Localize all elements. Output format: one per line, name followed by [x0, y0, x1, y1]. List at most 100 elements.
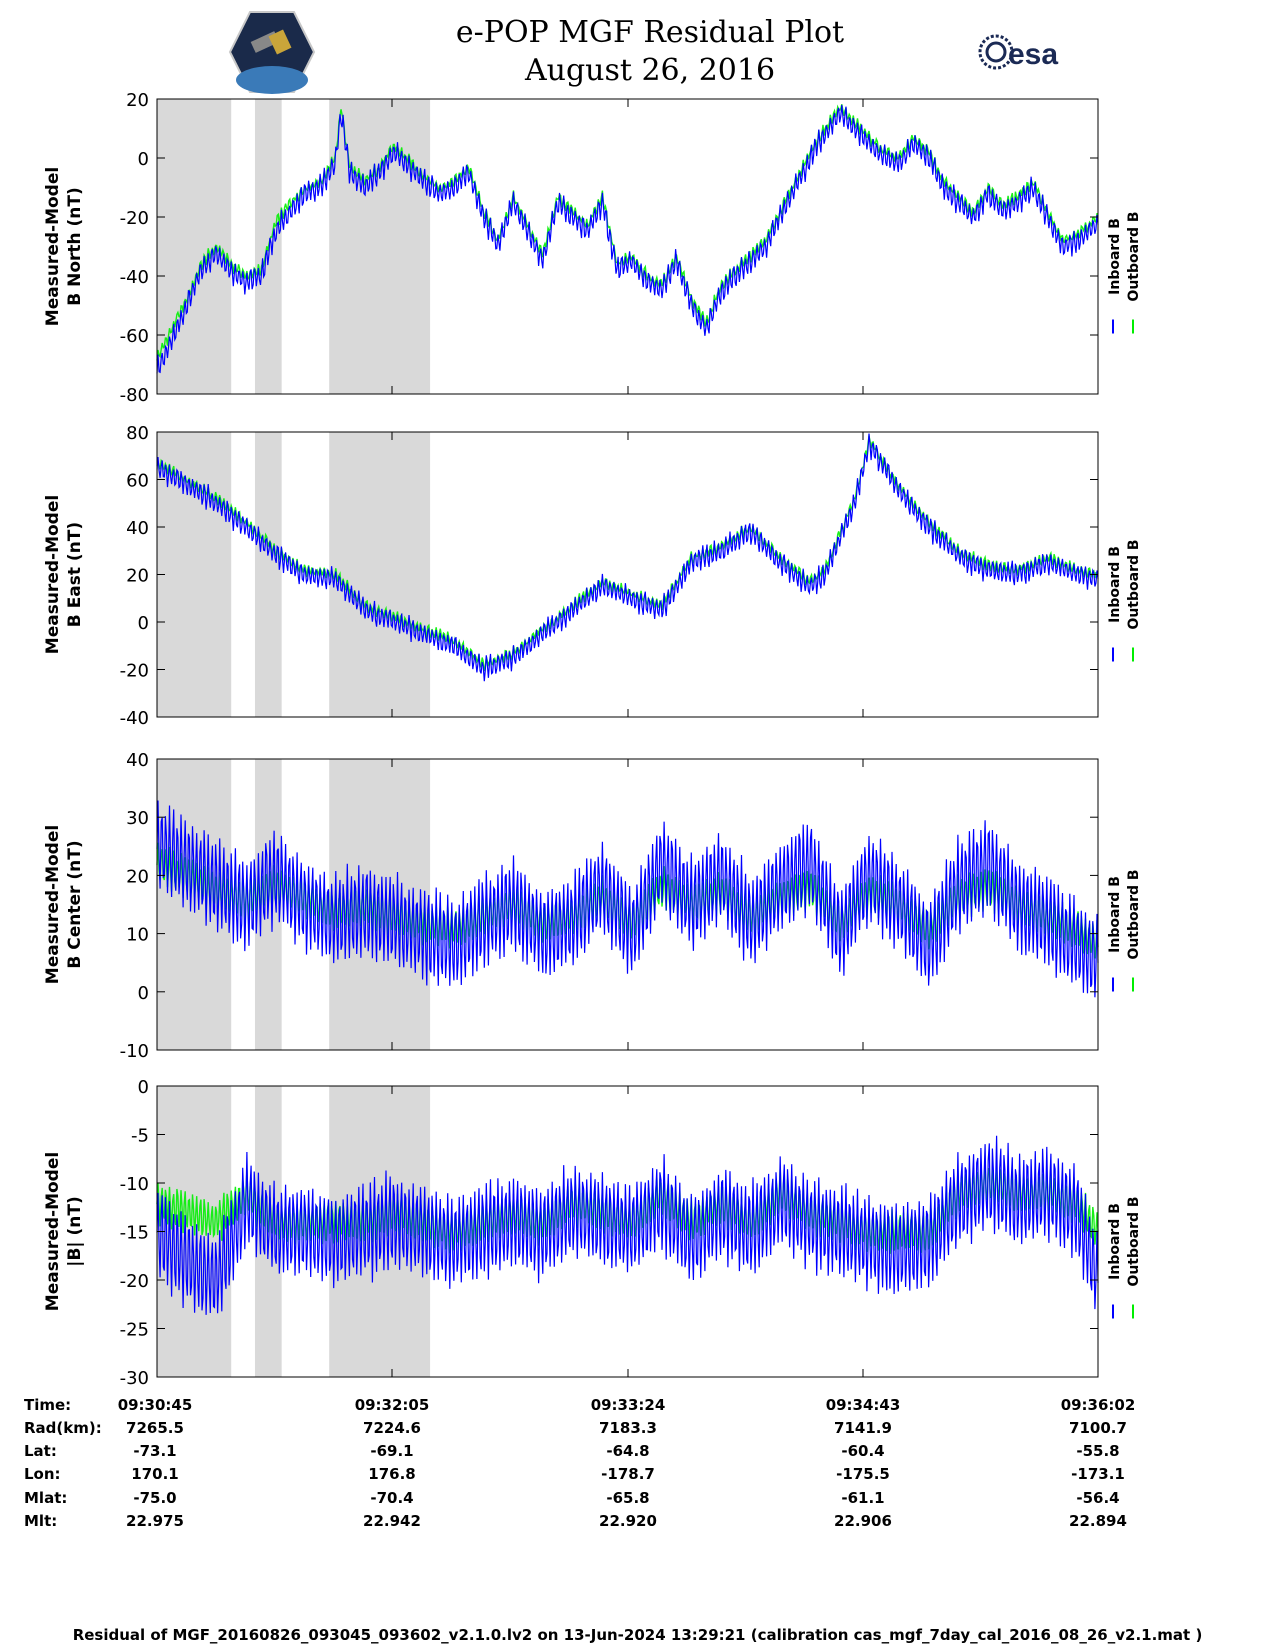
legend: Inboard B Outboard B: [1107, 1196, 1142, 1319]
y-tick-label: -40: [120, 267, 149, 288]
series-line-inboard: [156, 104, 1099, 374]
y-axis-label-line1: Measured-Model: [43, 495, 63, 654]
ephemeris-value: 22.906: [834, 1512, 892, 1530]
data-gap-shade: [157, 432, 232, 717]
ephemeris-value: -175.5: [836, 1465, 890, 1483]
title-block: e-POP MGF Residual Plot August 26, 2016: [330, 14, 970, 90]
legend-labels: Inboard B Outboard B: [1107, 211, 1142, 301]
ephemeris-value: 09:36:02: [1060, 1396, 1136, 1414]
y-tick-label: 20: [126, 566, 149, 587]
y-tick-label: 0: [138, 1077, 149, 1098]
legend-inboard-label: Inboard B: [1107, 546, 1123, 623]
y-axis-label-line2: B North (nT): [65, 187, 85, 306]
ephemeris-value: -178.7: [601, 1465, 655, 1483]
series-line-inboard: [156, 433, 1099, 682]
chart-title: e-POP MGF Residual Plot: [455, 15, 845, 50]
y-tick-label: -60: [120, 326, 149, 347]
legend-labels: Inboard B Outboard B: [1107, 1196, 1142, 1286]
legend: Inboard B Outboard B: [1107, 869, 1142, 992]
legend-outboard-label: Outboard B: [1126, 869, 1142, 959]
ephemeris-value: -60.4: [841, 1442, 885, 1460]
cassiope-logo: [228, 11, 316, 94]
ephemeris-value: 7141.9: [834, 1419, 892, 1437]
ephemeris-label: Time:: [24, 1396, 72, 1414]
y-tick-label: -25: [120, 1320, 149, 1341]
y-axis-label: Measured-Model B Center (nT): [43, 825, 85, 984]
y-tick-label: -80: [120, 385, 149, 406]
legend-outboard-label: Outboard B: [1126, 211, 1142, 301]
y-axis-label: Measured-Model |B| (nT): [43, 1152, 85, 1311]
panel-1: 20 0 -20 -40 -60 -80 Measured-Model B North (nT…: [43, 90, 1142, 406]
legend-labels: Inboard B Outboard B: [1107, 869, 1142, 959]
svg-text:esa: esa: [1008, 38, 1058, 71]
y-tick-label: 10: [126, 925, 149, 946]
y-tick-label: 0: [138, 613, 149, 634]
y-axis-label-line1: Measured-Model: [43, 1152, 63, 1311]
panel-2: 80 60 40 20 0 -20 -40 Measured-Model B East (nT)…: [43, 423, 1142, 729]
y-tick-label: 0: [138, 983, 149, 1004]
ephemeris-value: -61.1: [841, 1489, 885, 1507]
data-gap-shade: [329, 432, 431, 717]
ephemeris-value: -173.1: [1071, 1465, 1125, 1483]
ephemeris-value: -70.4: [370, 1489, 414, 1507]
ephemeris-value: 22.942: [363, 1512, 421, 1530]
y-tick-label: 60: [126, 471, 149, 492]
ephemeris-value: 09:33:24: [590, 1396, 666, 1414]
series-line-inboard: [156, 800, 1099, 998]
ephemeris-value: -56.4: [1076, 1489, 1120, 1507]
ephemeris-value: 22.975: [126, 1512, 184, 1530]
y-axis-label-line1: Measured-Model: [43, 167, 63, 326]
ephemeris-value: 176.8: [368, 1465, 416, 1483]
ephemeris-value: 22.894: [1069, 1512, 1127, 1530]
y-tick-label: -10: [120, 1174, 149, 1195]
y-tick-label: -20: [120, 208, 149, 229]
y-axis-label-line2: B Center (nT): [65, 840, 85, 968]
ephemeris-value: 170.1: [131, 1465, 179, 1483]
ephemeris-label: Rad(km):: [24, 1419, 102, 1437]
legend-outboard-label: Outboard B: [1126, 1196, 1142, 1286]
series-line-outboard: [156, 104, 1099, 361]
ephemeris-value: -64.8: [606, 1442, 650, 1460]
y-tick-label: -40: [120, 708, 149, 729]
legend-inboard-label: Inboard B: [1107, 1203, 1123, 1280]
ephemeris-value: 7224.6: [363, 1419, 421, 1437]
y-axis-label: Measured-Model B North (nT): [43, 167, 85, 326]
esa-logo: esa: [978, 34, 1058, 71]
ephemeris-label: Mlat:: [24, 1489, 68, 1507]
ephemeris-label: Lon:: [24, 1465, 61, 1483]
y-tick-label: 40: [126, 750, 149, 771]
ephemeris-value: -69.1: [370, 1442, 414, 1460]
y-axis-label-line1: Measured-Model: [43, 825, 63, 984]
ephemeris-label: Mlt:: [24, 1512, 58, 1530]
ephemeris-value: -75.0: [133, 1489, 177, 1507]
y-tick-label: 40: [126, 518, 149, 539]
ephemeris-label: Lat:: [24, 1442, 57, 1460]
panel-3: 40 30 20 10 0 -10 Measured-Model B Center (nT) I…: [43, 750, 1142, 1062]
y-tick-label: 0: [138, 149, 149, 170]
y-tick-label: -20: [120, 661, 149, 682]
y-tick-label: -10: [120, 1041, 149, 1062]
legend-labels: Inboard B Outboard B: [1107, 539, 1142, 629]
ephemeris-value: 09:34:43: [825, 1396, 901, 1414]
y-tick-label: -30: [120, 1368, 149, 1389]
legend-outboard-label: Outboard B: [1126, 539, 1142, 629]
series-line-outboard: [156, 435, 1099, 672]
legend: Inboard B Outboard B: [1107, 539, 1142, 662]
legend: Inboard B Outboard B: [1107, 211, 1142, 334]
y-tick-label: 20: [126, 90, 149, 111]
y-tick-label: -15: [120, 1223, 149, 1244]
chart-subtitle-date: August 26, 2016: [524, 53, 776, 88]
footer-caption: Residual of MGF_20160826_093045_093602_v…: [72, 1626, 1203, 1644]
y-axis-label-line2: |B| (nT): [65, 1196, 85, 1267]
ephemeris-value: 7265.5: [126, 1419, 184, 1437]
series-line-inboard: [156, 1135, 1099, 1315]
ephemeris-value: -55.8: [1076, 1442, 1120, 1460]
ephemeris-value: 22.920: [599, 1512, 657, 1530]
ephemeris-value: 7100.7: [1069, 1419, 1127, 1437]
legend-inboard-label: Inboard B: [1107, 218, 1123, 295]
y-tick-label: -5: [131, 1126, 149, 1147]
y-tick-label: 20: [126, 866, 149, 887]
ephemeris-value: -73.1: [133, 1442, 177, 1460]
y-tick-label: -20: [120, 1271, 149, 1292]
